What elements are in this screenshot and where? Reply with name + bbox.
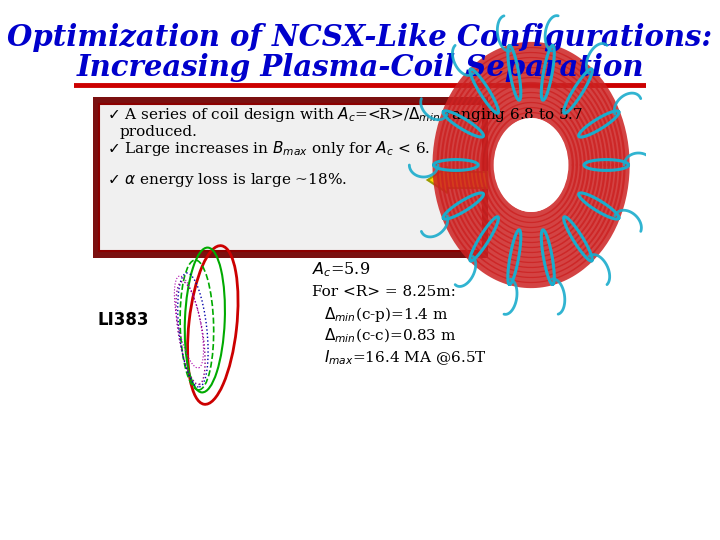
- Text: $\Delta_{min}$(c-c)=0.83 m: $\Delta_{min}$(c-c)=0.83 m: [324, 327, 456, 345]
- FancyBboxPatch shape: [94, 97, 488, 258]
- Text: Optimization of NCSX-Like Configurations:: Optimization of NCSX-Like Configurations…: [7, 24, 713, 52]
- Text: $A_c$=5.9: $A_c$=5.9: [312, 261, 371, 279]
- Text: $I_{max}$=16.4 MA @6.5T: $I_{max}$=16.4 MA @6.5T: [324, 349, 487, 367]
- Text: $\checkmark$ Large increases in $B_{max}$ only for $A_c$ < 6.: $\checkmark$ Large increases in $B_{max}…: [107, 138, 430, 158]
- Text: Increasing Plasma-Coil Separation: Increasing Plasma-Coil Separation: [76, 53, 644, 83]
- FancyBboxPatch shape: [99, 104, 482, 251]
- Text: LI383: LI383: [97, 311, 149, 329]
- Text: For <R> = 8.25m:: For <R> = 8.25m:: [312, 285, 456, 299]
- Text: $\checkmark$ A series of coil design with $A_c$=<R>/$\Delta_{min}$ ranging 6.8 t: $\checkmark$ A series of coil design wit…: [107, 105, 583, 125]
- Text: produced.: produced.: [120, 125, 197, 139]
- Circle shape: [494, 118, 569, 212]
- FancyArrow shape: [428, 167, 487, 193]
- Text: $\Delta_{min}$(c-p)=1.4 m: $\Delta_{min}$(c-p)=1.4 m: [324, 305, 449, 323]
- Text: $\checkmark$ $\alpha$ energy loss is large ~18%.: $\checkmark$ $\alpha$ energy loss is lar…: [107, 171, 347, 189]
